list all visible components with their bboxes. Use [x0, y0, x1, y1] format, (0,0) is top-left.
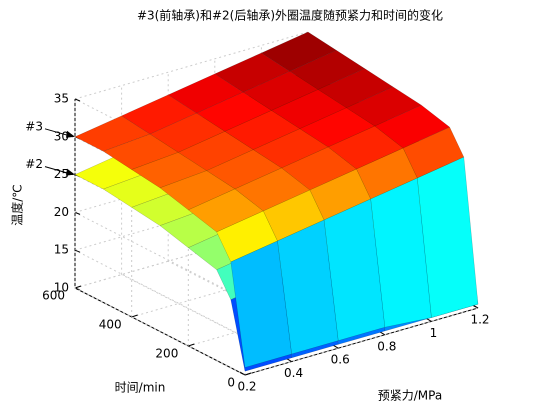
tick-mark: [426, 317, 432, 322]
y-tick-label: 400: [99, 318, 122, 332]
tick-mark: [244, 372, 252, 376]
grid-line: [74, 211, 246, 300]
tick-mark: [74, 98, 81, 102]
y-tick-label: 600: [42, 289, 65, 303]
tick-mark: [379, 331, 386, 336]
arrow-head: [66, 130, 75, 138]
tick-mark: [74, 285, 82, 289]
z-tick-label: 10: [54, 281, 69, 295]
x-tick-label: 0.8: [377, 339, 396, 353]
tick-mark: [74, 249, 81, 253]
surface-patch: [159, 170, 236, 211]
surface-patch: [327, 125, 404, 170]
x-tick-label: 0.2: [237, 380, 256, 394]
y-tick-label: 200: [155, 347, 178, 361]
surface-patch: [121, 94, 198, 135]
surface-patch: [230, 240, 292, 368]
z-axis-label: 温度/℃: [10, 184, 25, 226]
grid-line: [74, 31, 309, 100]
grid-line: [74, 249, 246, 338]
y-tick-label: 0: [227, 376, 235, 390]
tick-mark: [239, 371, 246, 376]
x-axis-label: 预紧力/MPa: [378, 389, 442, 403]
grid-line: [74, 287, 246, 376]
x-tick-label: 0.4: [284, 366, 303, 380]
surface-patch: [131, 152, 208, 189]
x-tick-label: 1: [430, 326, 438, 340]
tick-mark: [188, 343, 195, 347]
surface-patch: [289, 49, 366, 90]
tick-mark: [74, 211, 81, 215]
surface-patch: [216, 210, 278, 263]
surface-patch: [309, 168, 371, 221]
arrow-head: [66, 168, 75, 176]
surface-patch: [370, 177, 432, 328]
z-tick-label: 20: [54, 205, 69, 219]
x-tick-label: 1.2: [470, 313, 489, 327]
surface-patch: [416, 156, 479, 318]
surface-patch: [196, 91, 272, 132]
surface-patch: [323, 198, 386, 341]
surface-patch: [74, 115, 151, 152]
annotation: #3: [25, 119, 43, 133]
annotation: #2: [25, 157, 43, 171]
z-tick-label: 15: [54, 243, 69, 257]
grid-line: [74, 220, 309, 289]
z-tick-label: 35: [54, 92, 69, 106]
surface-patch: [402, 126, 465, 179]
chart-title: #3(前轴承)和#2(后轴承)外圈温度随预紧力和时间的变化: [137, 8, 443, 23]
tick-mark: [286, 358, 292, 363]
grid-line: [244, 307, 479, 376]
tick-mark: [131, 314, 138, 318]
tick-mark: [472, 304, 479, 309]
x-tick-label: 0.6: [331, 353, 350, 367]
tick-mark: [332, 344, 339, 349]
y-axis-label: 时间/min: [115, 381, 166, 395]
